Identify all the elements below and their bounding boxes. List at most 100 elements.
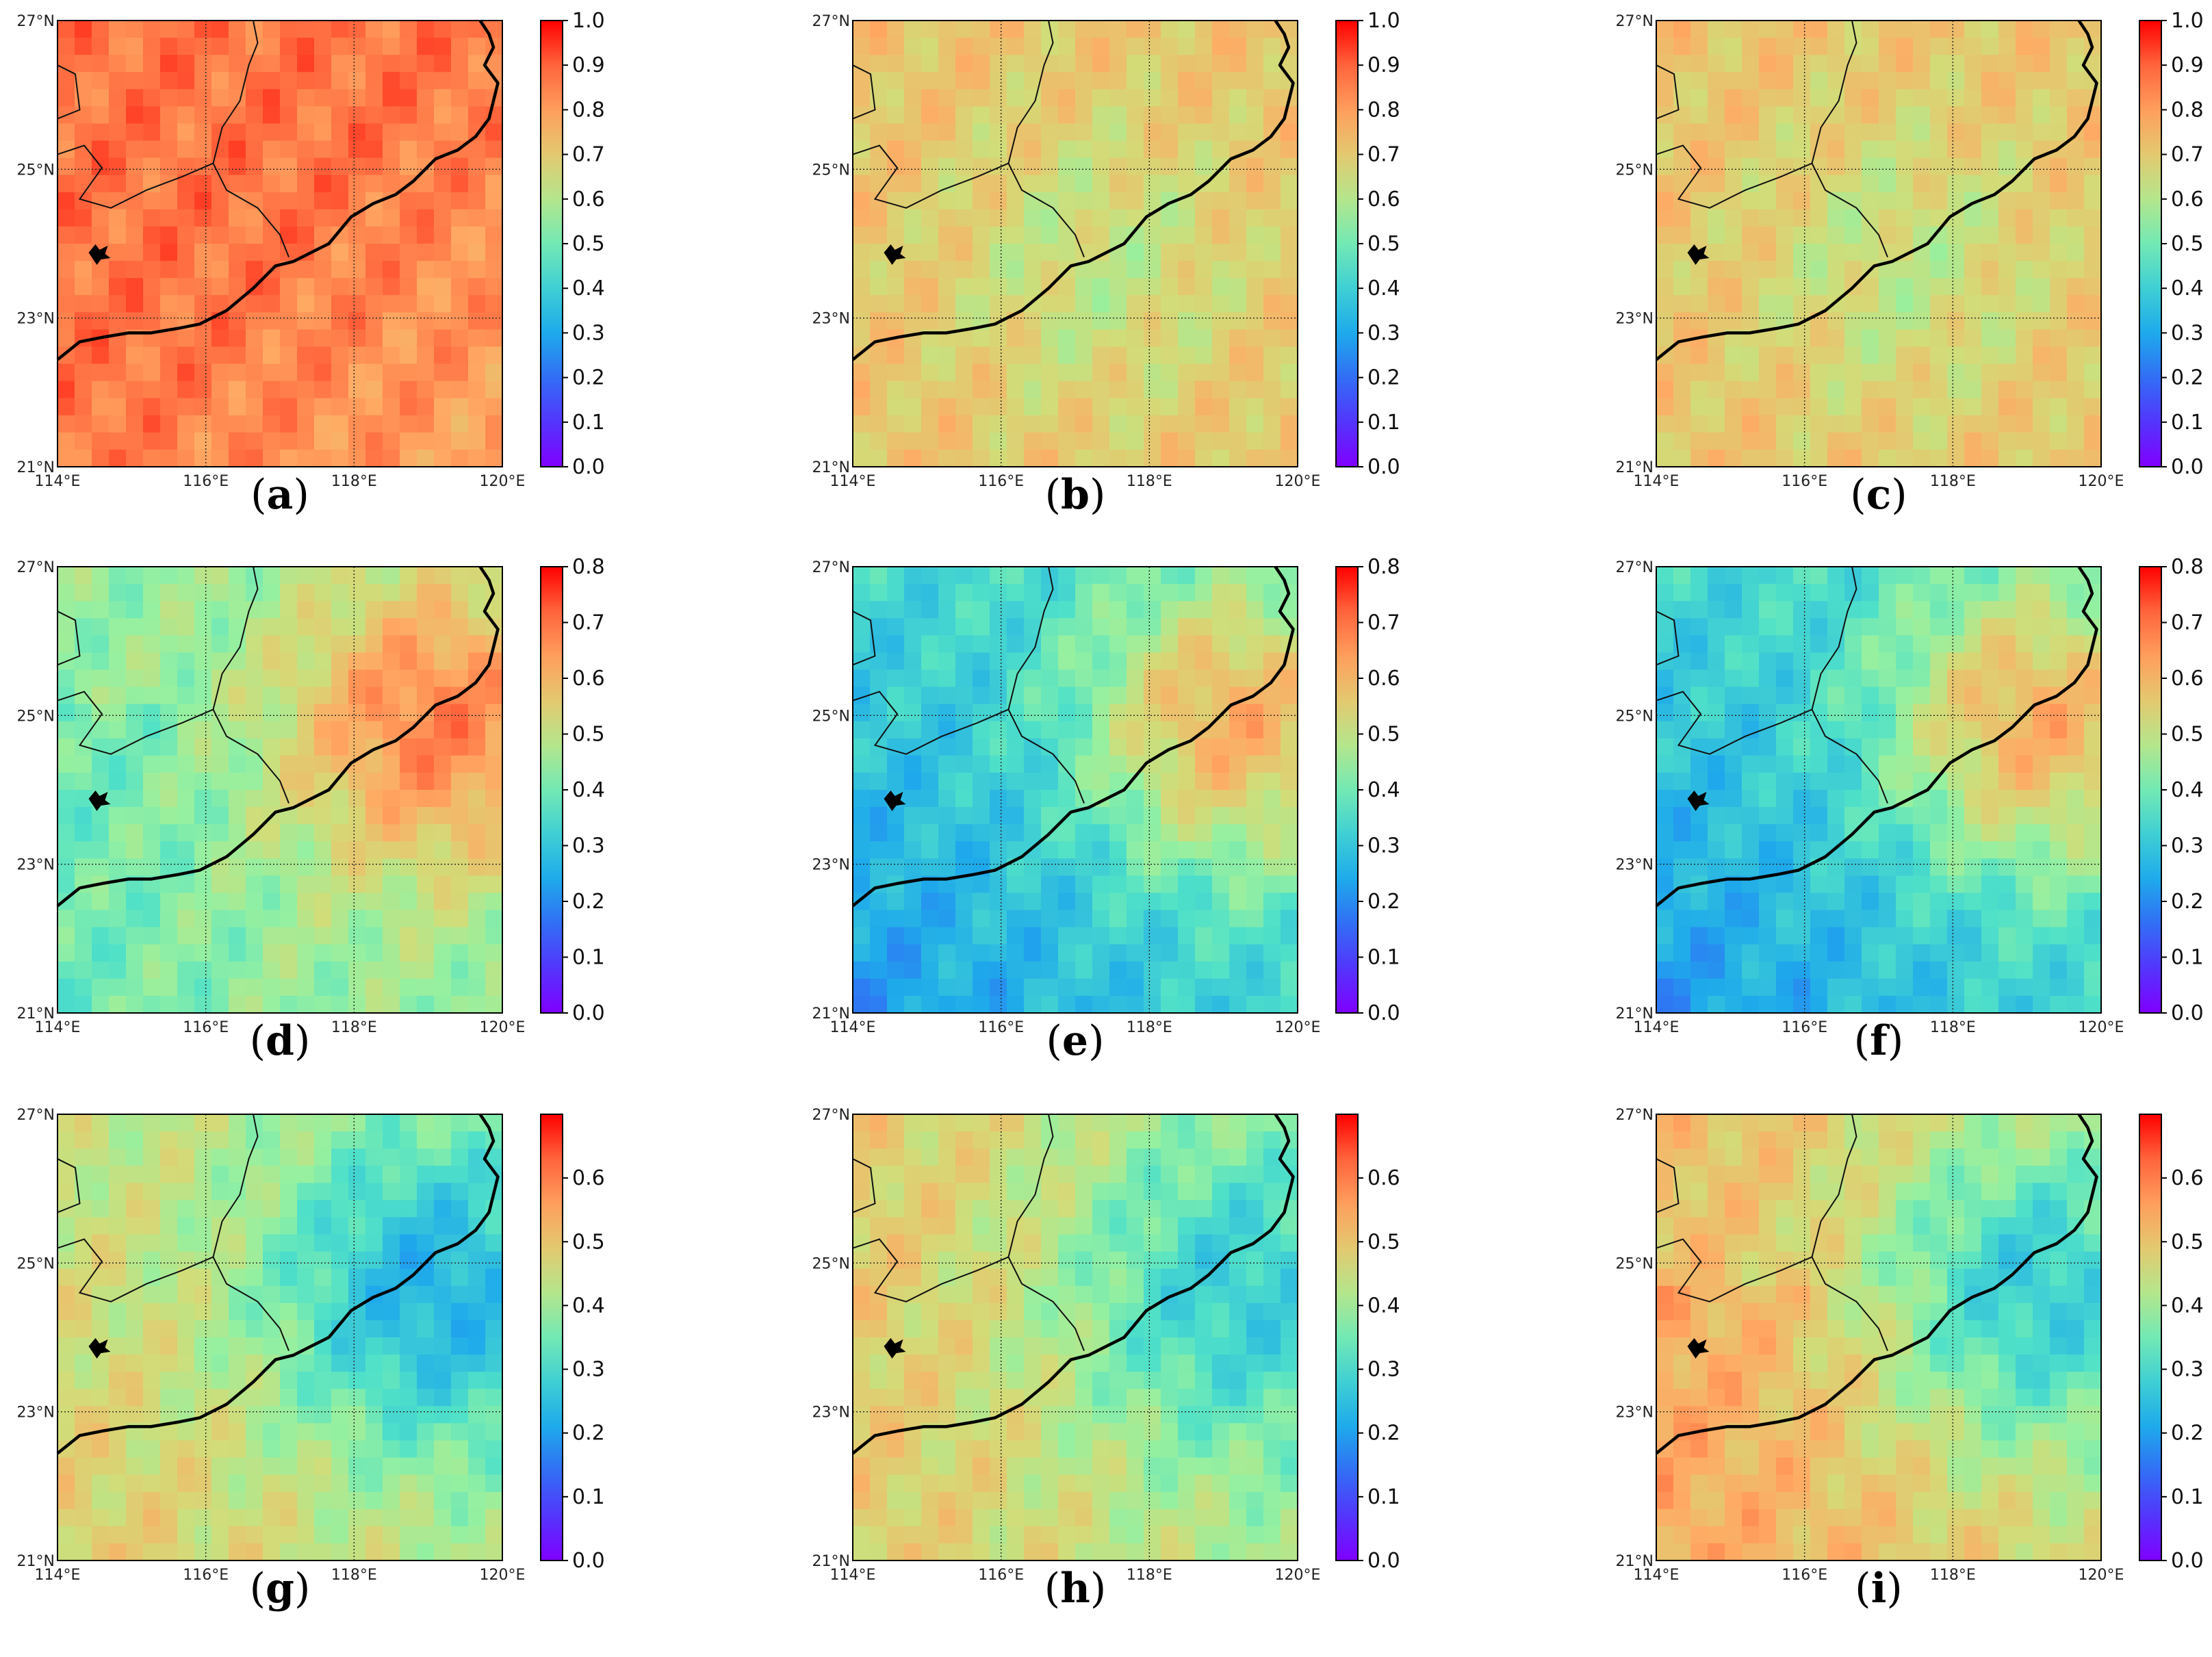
lon-tick-label: 116°E — [183, 1567, 229, 1584]
province-border — [212, 1114, 290, 1351]
lake-shape — [88, 791, 111, 812]
province-border — [852, 144, 1009, 209]
coastline — [851, 565, 1295, 908]
colorbar-tick-label: 0.7 — [572, 611, 605, 635]
lon-tick-label: 118°E — [1127, 1567, 1172, 1584]
lon-tick-label: 114°E — [35, 1019, 81, 1036]
colorbar-tick-label: 0.7 — [1367, 143, 1400, 167]
province-border — [852, 1238, 1009, 1302]
panel-label-c: (c) — [1850, 471, 1907, 519]
lon-tick-label: 118°E — [331, 473, 377, 490]
colorbar-tick-label: 0.5 — [572, 723, 605, 747]
colorbar-tick-label: 0.4 — [2171, 277, 2204, 300]
colorbar-tick-label: 0.1 — [1367, 411, 1400, 435]
colorbar — [540, 20, 563, 467]
coastline — [851, 1113, 1295, 1455]
map-g: 114°E 116°E 118°E 120°E 21°N 23°N 25°N 27°N 0.0 0… — [17, 1107, 605, 1584]
colorbar-tick-label: 0.0 — [2171, 455, 2204, 479]
lake-shape — [884, 244, 906, 266]
province-border — [1811, 1114, 1888, 1351]
lat-tick-label: 25°N — [1616, 1255, 1654, 1272]
lon-tick-label: 118°E — [331, 1019, 377, 1036]
lon-tick-label: 118°E — [1930, 1567, 1976, 1584]
colorbar-tick-label: 0.3 — [1367, 834, 1400, 858]
lon-tick-label: 114°E — [35, 1567, 81, 1584]
colorbar — [1335, 1114, 1359, 1561]
colorbar-tick-label: 0.6 — [1367, 1166, 1400, 1190]
colorbar-tick-label: 0.6 — [2171, 1166, 2204, 1190]
province-border — [57, 144, 214, 209]
colorbar-tick-label: 0.3 — [2171, 834, 2204, 858]
lon-tick-label: 120°E — [2079, 1567, 2124, 1584]
lon-tick-label: 120°E — [1275, 1567, 1321, 1584]
colorbar-tick-label: 1.0 — [2171, 9, 2204, 33]
lon-tick-label: 116°E — [183, 473, 229, 490]
colorbar-tick-label: 0.0 — [572, 455, 605, 479]
lon-tick-label: 114°E — [830, 1567, 876, 1584]
panel-label-h: (h) — [1044, 1565, 1107, 1613]
coastline — [851, 19, 1295, 361]
colorbar-tick-label: 0.7 — [572, 143, 605, 167]
lon-tick-label: 120°E — [2079, 473, 2124, 490]
colorbar-tick-label: 1.0 — [1367, 9, 1400, 33]
colorbar-tick-label: 0.6 — [572, 1166, 605, 1190]
colorbar-tick-label: 0.1 — [1367, 946, 1400, 970]
lat-tick-label: 21°N — [812, 1005, 850, 1023]
lat-tick-label: 23°N — [1616, 857, 1654, 874]
lon-tick-label: 114°E — [1634, 473, 1680, 490]
gridlines — [853, 1114, 1298, 1560]
coastline — [1655, 1113, 2098, 1455]
colorbar-tick-label: 0.3 — [2171, 321, 2204, 345]
lon-tick-label: 120°E — [480, 1567, 526, 1584]
colorbar-tick-label: 0.4 — [2171, 1294, 2204, 1318]
colorbar-tick-label: 0.8 — [1367, 98, 1400, 122]
colorbar-tick-label: 0.7 — [2171, 611, 2204, 635]
lon-tick-label: 116°E — [978, 1019, 1024, 1036]
colorbar — [2139, 566, 2162, 1014]
colorbar-tick-label: 0.1 — [572, 946, 605, 970]
province-border — [1656, 1238, 1812, 1302]
colorbar — [2139, 20, 2162, 467]
lat-tick-label: 23°N — [812, 857, 850, 874]
panel-i: 114°E 116°E 118°E 120°E 21°N 23°N 25°N 27°N 0.0 0… — [1599, 1094, 2212, 1641]
panel-label-f: (f) — [1853, 1017, 1904, 1065]
panel-label-b: (b) — [1044, 471, 1106, 519]
province-border — [57, 1158, 81, 1213]
map-i: 114°E 116°E 118°E 120°E 21°N 23°N 25°N 27°N 0.0 0… — [1616, 1107, 2204, 1584]
province-border — [1811, 20, 1888, 257]
lat-tick-label: 23°N — [1616, 1404, 1654, 1422]
gridlines — [57, 21, 502, 467]
data-field-b — [853, 21, 1298, 467]
colorbar-tick-label: 0.2 — [2171, 366, 2204, 390]
data-field-h — [853, 1114, 1298, 1560]
colorbar-tick-label: 0.2 — [2171, 890, 2204, 914]
colorbar-tick-label: 0.8 — [572, 555, 605, 579]
lon-tick-label: 120°E — [480, 1019, 526, 1036]
colorbar-tick-label: 1.0 — [572, 9, 605, 33]
colorbar-tick-label: 0.4 — [572, 277, 605, 300]
province-border — [1007, 20, 1085, 257]
coastline — [56, 565, 500, 908]
colorbar-tick-label: 0.3 — [572, 834, 605, 858]
colorbar-tick-label: 0.7 — [1367, 611, 1400, 635]
coastline — [1655, 565, 2098, 908]
colorbar-tick-label: 0.2 — [572, 366, 605, 390]
colorbar-tick-label: 0.6 — [1367, 188, 1400, 211]
province-border — [212, 566, 290, 804]
lake-shape — [884, 1338, 906, 1359]
map-a: 114°E 116°E 118°E 120°E 21°N 23°N 25°N 27°N 0.0 0… — [17, 9, 605, 490]
colorbar-tick-label: 0.6 — [572, 667, 605, 691]
province-border — [1656, 64, 1680, 120]
colorbar-tick-label: 0.8 — [572, 98, 605, 122]
gridlines — [57, 1114, 502, 1560]
province-border — [1656, 611, 1680, 666]
lat-tick-label: 25°N — [17, 1255, 55, 1272]
colorbar-tick-label: 0.0 — [2171, 1549, 2204, 1573]
province-border — [852, 64, 876, 120]
colorbar-tick-label: 0.1 — [2171, 946, 2204, 970]
province-border — [852, 611, 876, 666]
province-border — [57, 691, 214, 755]
colorbar-tick-label: 0.4 — [572, 1294, 605, 1318]
lat-tick-label: 27°N — [1616, 13, 1654, 30]
lat-tick-label: 21°N — [812, 459, 850, 476]
